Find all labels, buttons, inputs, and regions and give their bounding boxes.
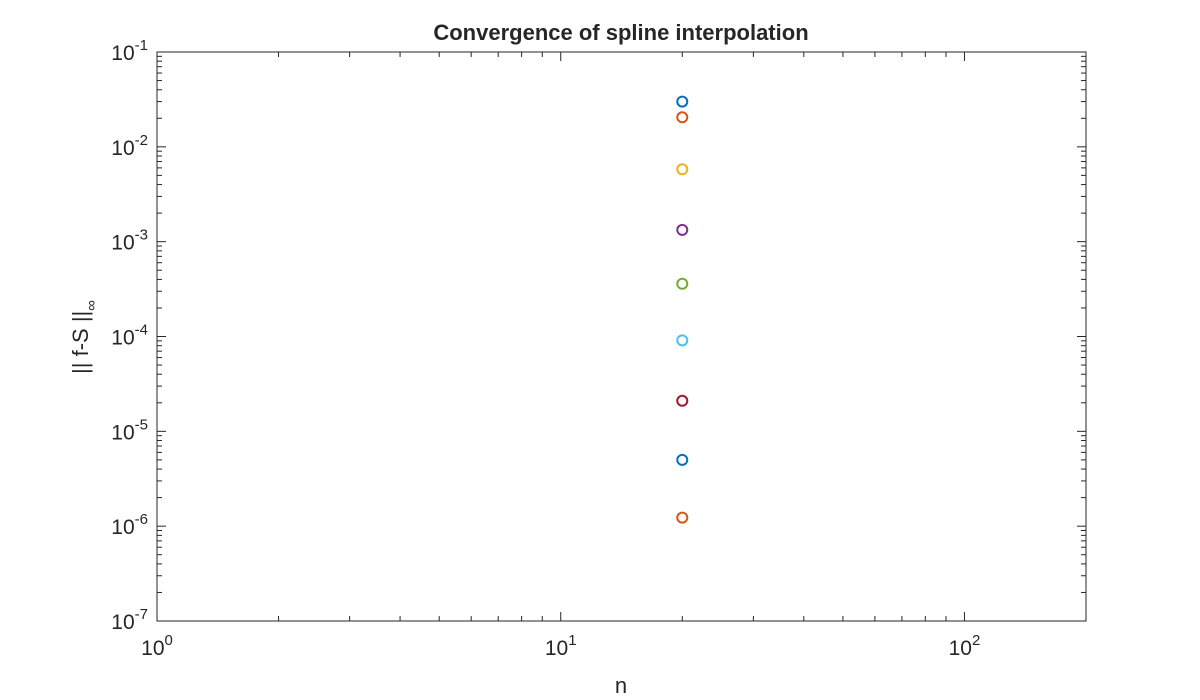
chart-title: Convergence of spline interpolation [433,20,808,45]
tick-label-base: 10 [111,232,134,255]
tick-label-exponent: 2 [972,632,980,649]
data-point [676,511,689,524]
x-tick-label: 101 [545,632,577,660]
tick-label-exponent: 1 [568,632,576,649]
data-point [676,163,689,176]
data-point [676,277,689,290]
tick-label-exponent: -7 [135,606,148,623]
y-tick-label: 10-7 [111,606,148,634]
y-tick-label: 10-6 [111,511,148,539]
tick-label-exponent: -4 [135,322,148,339]
tick-label-base: 10 [111,421,134,444]
y-tick-labels: 10-710-610-510-410-310-210-1 [111,37,148,634]
x-tick-label: 100 [141,632,173,660]
tick-label-base: 10 [141,637,164,660]
y-tick-label: 10-4 [111,322,148,350]
y-tick-label: 10-1 [111,37,148,65]
y-tick-label: 10-2 [111,132,148,160]
tick-label-base: 10 [545,637,568,660]
x-tick-label: 102 [949,632,981,660]
y-axis-label-subscript: ∞ [83,300,100,311]
tick-label-exponent: -5 [135,416,148,433]
tick-label-exponent: -6 [135,511,148,528]
data-point [676,394,689,407]
data-point [676,334,689,347]
tick-label-exponent: 0 [165,632,173,649]
axis-ticks [156,51,1087,622]
data-point [676,95,689,108]
tick-label-base: 10 [111,327,134,350]
tick-label-base: 10 [111,42,134,65]
plot-area [156,51,1087,622]
tick-label-base: 10 [949,637,972,660]
y-axis-label-main: || f-S || [68,311,93,374]
tick-label-exponent: -1 [135,37,148,54]
data-point [676,453,689,466]
tick-label-base: 10 [111,516,134,539]
y-tick-label: 10-3 [111,227,148,255]
tick-label-exponent: -3 [135,227,148,244]
x-tick-labels: 100 101 102 [141,632,980,660]
y-axis-label: || f-S ||∞ [68,300,100,374]
plot-frame [156,51,1087,622]
tick-label-base: 10 [111,137,134,160]
data-points [676,95,689,524]
y-tick-label: 10-5 [111,416,148,444]
x-axis-label: n [615,673,627,698]
data-point [676,223,689,236]
tick-label-base: 10 [111,611,134,634]
data-point [676,111,689,124]
tick-label-exponent: -2 [135,132,148,149]
